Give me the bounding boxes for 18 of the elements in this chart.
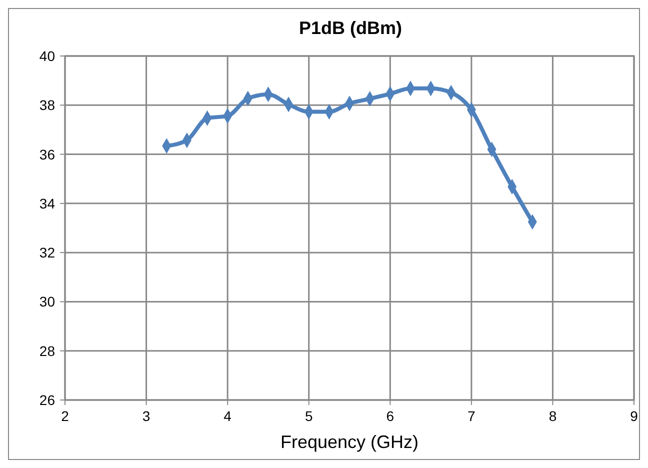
x-tick-label: 9 (630, 408, 638, 424)
chart-title: P1dB (dBm) (299, 18, 402, 38)
y-tick-label: 32 (39, 244, 56, 261)
x-tick-label: 8 (548, 408, 557, 424)
y-tick-label: 36 (39, 146, 56, 162)
x-tick-label: 5 (304, 408, 313, 424)
x-tick-label: 2 (61, 408, 70, 424)
y-tick-label: 26 (39, 392, 56, 408)
y-tick-label: 40 (39, 48, 56, 64)
x-axis-title: Frequency (GHz) (280, 432, 419, 452)
x-tick-label: 3 (142, 408, 150, 424)
y-tick-label: 34 (39, 195, 56, 212)
y-tick-label: 38 (39, 97, 56, 114)
x-tick-label: 7 (468, 408, 476, 424)
y-tick-label: 28 (39, 342, 56, 359)
x-tick-label: 4 (224, 408, 232, 424)
x-tick-label: 6 (386, 408, 394, 424)
y-tick-label: 30 (39, 294, 56, 310)
